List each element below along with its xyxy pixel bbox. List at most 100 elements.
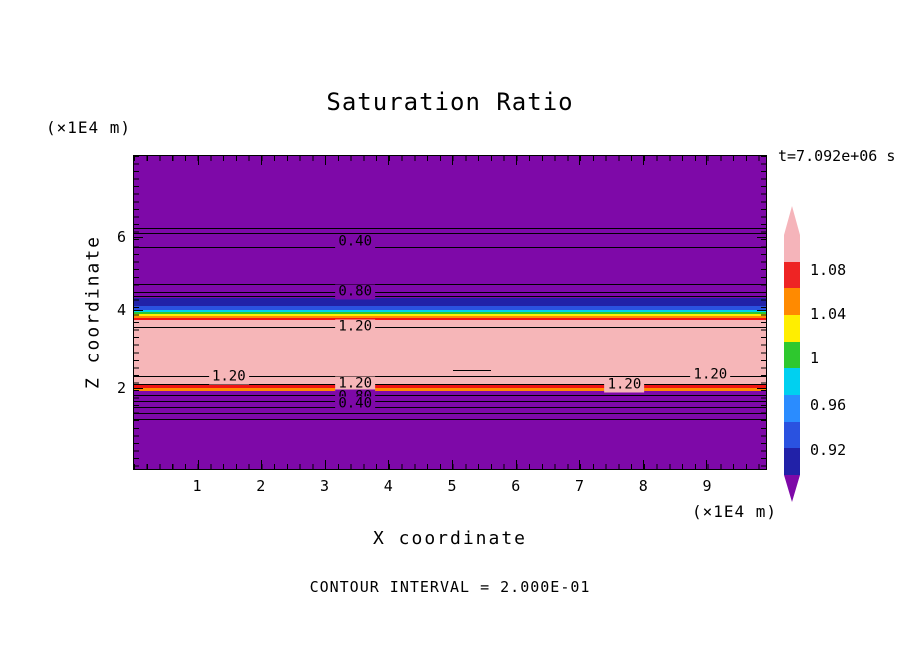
color-band <box>134 309 766 313</box>
contour-line <box>134 227 766 229</box>
colorbar-segment <box>784 315 800 342</box>
colorbar-label: 1.08 <box>810 261 847 280</box>
contour-line <box>134 419 766 421</box>
y-major-tick-left <box>134 310 143 312</box>
chart-title: Saturation Ratio <box>326 88 574 116</box>
x-major-tick-top <box>642 156 644 165</box>
y-tick-label: 4 <box>116 301 126 319</box>
color-band <box>134 315 766 318</box>
x-major-tick-top <box>261 156 263 165</box>
contour-label: 0.40 <box>335 396 376 412</box>
x-major-tick-top <box>388 156 390 165</box>
y-unit-label: (×1E4 m) <box>46 118 132 137</box>
contour-label: 1.20 <box>690 367 731 383</box>
color-band <box>134 305 766 310</box>
y-axis-tick-labels: 6 4 2 <box>96 155 126 470</box>
x-major-tick-bottom <box>515 460 517 469</box>
x-major-tick-bottom <box>261 460 263 469</box>
color-band <box>134 156 766 299</box>
x-unit-label: (×1E4 m) <box>691 502 777 521</box>
y-minor-ticks-left <box>134 156 139 469</box>
contour-label: 1.20 <box>335 376 376 392</box>
x-tick-label: 6 <box>511 477 521 495</box>
y-minor-ticks-right <box>761 156 766 469</box>
contour-interval-note: CONTOUR INTERVAL = 2.000E-01 <box>309 578 591 596</box>
plot-area: 0.400.801.201.201.201.201.200.800.40 <box>133 155 767 470</box>
color-band <box>134 385 766 389</box>
contour-label: 1.20 <box>604 377 645 393</box>
color-band <box>134 298 766 306</box>
x-tick-label: 4 <box>383 477 393 495</box>
x-major-tick-bottom <box>388 460 390 469</box>
colorbar-segment <box>784 341 800 369</box>
y-major-tick-right <box>757 310 766 312</box>
contour-line <box>134 395 766 397</box>
contour-label: 0.80 <box>335 284 376 300</box>
colorbar-segment <box>784 395 800 422</box>
x-tick-label: 3 <box>320 477 330 495</box>
colorbar-label: 1.04 <box>810 304 847 323</box>
x-tick-label: 8 <box>638 477 648 495</box>
x-minor-ticks-bottom <box>134 464 766 469</box>
y-major-tick-right <box>757 237 766 239</box>
x-major-tick-top <box>515 156 517 165</box>
x-tick-label: 7 <box>575 477 585 495</box>
contour-label: 0.40 <box>335 234 376 250</box>
x-major-tick-top <box>452 156 454 165</box>
x-major-tick-top <box>706 156 708 165</box>
contour-line <box>134 284 766 286</box>
contour-line <box>134 375 766 377</box>
contour-line <box>134 326 766 328</box>
y-major-tick-right <box>757 387 766 389</box>
contour-line <box>134 407 766 409</box>
x-tick-label: 9 <box>702 477 712 495</box>
y-major-tick-left <box>134 387 143 389</box>
contour-line <box>453 369 492 371</box>
x-axis-tick-labels: 1 2 3 4 5 6 7 8 9 <box>133 477 767 499</box>
y-tick-label: 6 <box>116 227 126 246</box>
color-band <box>134 388 766 392</box>
y-tick-label: 2 <box>116 379 126 397</box>
contour-label: 1.20 <box>208 369 249 385</box>
contour-line <box>134 383 766 385</box>
contour-label: 1.20 <box>335 319 376 335</box>
colorbar-bottom-point <box>784 475 800 502</box>
colorbar-label: 1 <box>810 348 820 367</box>
colorbar-top-point <box>784 206 800 235</box>
colorbar-segment <box>784 261 800 289</box>
colorbar-label: 0.96 <box>810 395 847 414</box>
x-major-tick-bottom <box>642 460 644 469</box>
x-major-tick-bottom <box>452 460 454 469</box>
x-major-tick-bottom <box>324 460 326 469</box>
color-band <box>134 314 766 316</box>
colorbar-label: 0.92 <box>810 441 847 460</box>
x-tick-label: 2 <box>256 477 266 495</box>
x-major-tick-bottom <box>579 460 581 469</box>
colorbar-segment <box>784 421 800 449</box>
color-band <box>134 312 766 315</box>
x-minor-ticks-top <box>134 156 766 161</box>
colorbar-bar <box>784 235 800 476</box>
x-major-tick-top <box>197 156 199 165</box>
colorbar-segment <box>784 448 800 476</box>
color-band <box>134 391 766 469</box>
contour-line <box>134 296 766 298</box>
time-label: t=7.092e+06 s <box>778 147 896 165</box>
x-major-tick-bottom <box>706 460 708 469</box>
contour-line <box>134 413 766 415</box>
x-major-tick-top <box>579 156 581 165</box>
contour-line <box>134 233 766 235</box>
colorbar-segment <box>784 368 800 396</box>
y-major-tick-left <box>134 237 143 239</box>
color-band <box>134 317 766 320</box>
colorbar-segment <box>784 288 800 316</box>
colorbar: 1.08 1.04 1 0.96 0.92 <box>784 206 904 506</box>
contour-line <box>134 247 766 249</box>
x-tick-label: 5 <box>447 477 457 495</box>
colorbar-segment <box>784 235 800 262</box>
contour-line <box>134 401 766 403</box>
x-tick-label: 1 <box>192 477 202 495</box>
contour-line <box>134 292 766 294</box>
x-major-tick-top <box>324 156 326 165</box>
